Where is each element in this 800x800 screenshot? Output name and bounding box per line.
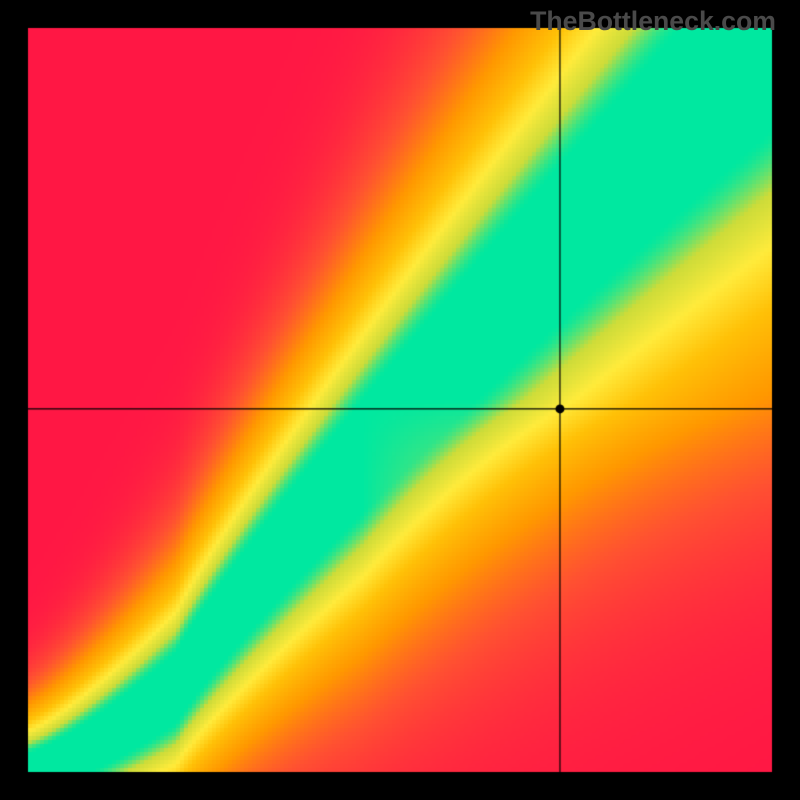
chart-container: TheBottleneck.com bbox=[0, 0, 800, 800]
bottleneck-heatmap bbox=[0, 0, 800, 800]
